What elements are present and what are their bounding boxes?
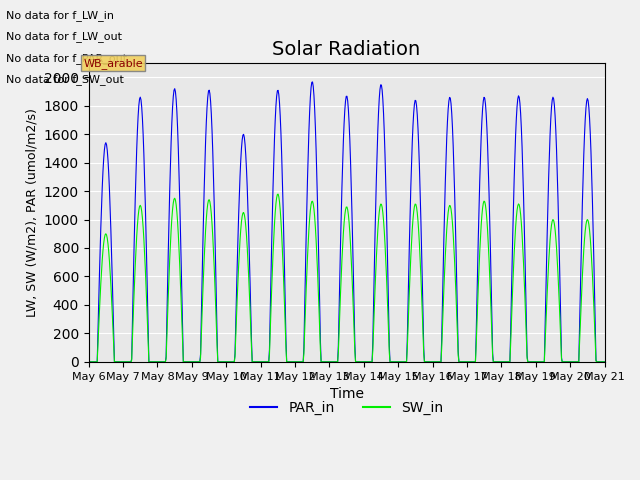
Line: SW_in: SW_in <box>88 194 622 362</box>
PAR_in <box>87 359 95 365</box>
PAR_in <box>308 79 316 85</box>
SW_in <box>468 359 476 365</box>
Text: WB_arable: WB_arable <box>83 58 143 69</box>
X-axis label: Time: Time <box>330 387 364 401</box>
SW_in <box>618 222 626 228</box>
SW_in <box>159 359 167 365</box>
PAR_in <box>481 96 488 101</box>
PAR_in <box>159 359 167 365</box>
Text: No data for f_SW_out: No data for f_SW_out <box>6 74 124 85</box>
PAR_in <box>333 359 340 365</box>
Text: No data for f_LW_out: No data for f_LW_out <box>6 31 122 42</box>
PAR_in <box>84 359 92 365</box>
Title: Solar Radiation: Solar Radiation <box>273 40 420 59</box>
PAR_in <box>468 359 476 365</box>
SW_in <box>481 199 488 204</box>
PAR_in <box>313 172 321 178</box>
SW_in <box>333 359 340 365</box>
PAR_in <box>618 97 626 103</box>
Legend: PAR_in, SW_in: PAR_in, SW_in <box>244 396 449 420</box>
SW_in <box>313 252 321 258</box>
Text: No data for f_LW_in: No data for f_LW_in <box>6 10 115 21</box>
Text: No data for f_PAR_out: No data for f_PAR_out <box>6 53 127 64</box>
Line: PAR_in: PAR_in <box>88 82 622 362</box>
SW_in <box>87 359 95 365</box>
Y-axis label: LW, SW (W/m2), PAR (umol/m2/s): LW, SW (W/m2), PAR (umol/m2/s) <box>25 108 38 317</box>
SW_in <box>84 359 92 365</box>
SW_in <box>274 191 282 197</box>
